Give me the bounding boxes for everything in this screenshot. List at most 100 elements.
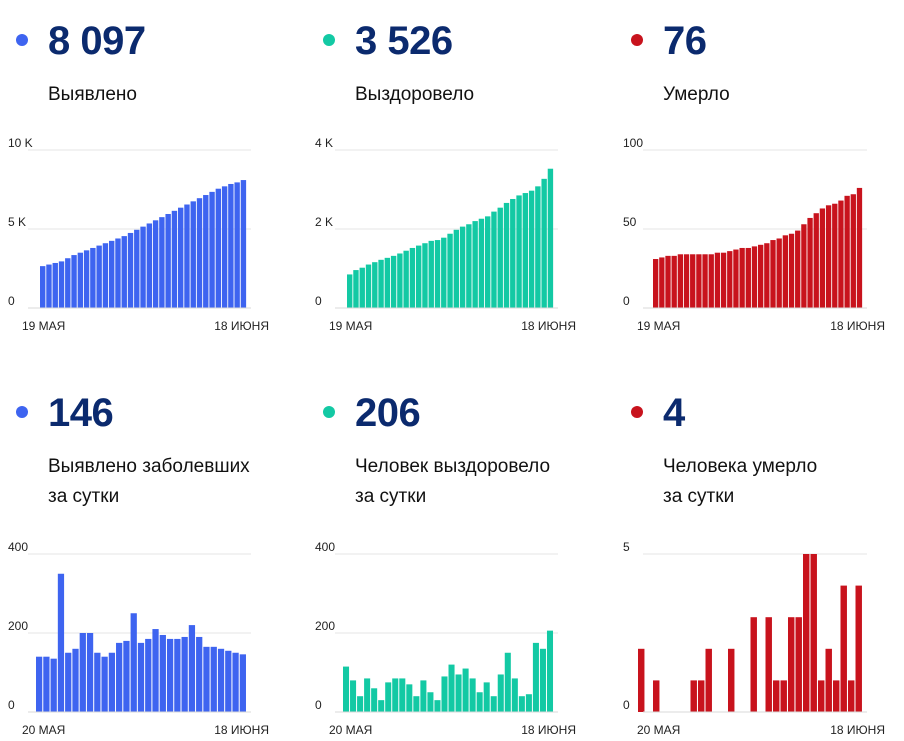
bar <box>166 638 174 712</box>
y-tick-label: 0 <box>623 294 630 308</box>
bar <box>137 642 145 713</box>
bar <box>462 668 469 712</box>
bar <box>343 666 350 712</box>
bar <box>441 237 447 308</box>
bar <box>378 700 385 712</box>
bar <box>121 236 127 308</box>
bar <box>385 682 392 713</box>
bar <box>159 634 166 712</box>
bar <box>683 254 690 308</box>
bar <box>532 642 539 713</box>
bar <box>240 180 247 308</box>
died-daily-chart: 0 5 20 МАЯ 18 ИЮНЯ <box>623 540 885 737</box>
bar <box>427 692 434 712</box>
bar <box>364 678 371 712</box>
bar <box>516 195 522 308</box>
x-start-label: 19 МАЯ <box>637 319 680 333</box>
y-tick-label: 0 <box>315 294 322 308</box>
y-tick-label: 0 <box>623 698 630 712</box>
died-daily-label: Человека умерло за сутки <box>663 456 818 507</box>
x-end-label: 18 ИЮНЯ <box>214 319 269 333</box>
bar <box>677 254 684 308</box>
bar <box>838 200 844 308</box>
bar <box>221 186 228 308</box>
bar <box>239 654 246 712</box>
bar <box>43 656 50 712</box>
bar <box>77 252 84 308</box>
recovered-total-label: Выздоровело <box>355 84 475 105</box>
died-total-label: Умерло <box>663 84 730 105</box>
bar <box>350 680 357 712</box>
bar <box>403 250 409 308</box>
bar <box>832 203 838 308</box>
y-tick-label: 10 K <box>8 136 33 150</box>
bar <box>478 218 485 308</box>
y-tick-label: 200 <box>8 619 28 633</box>
bar <box>134 229 140 308</box>
x-start-label: 20 МАЯ <box>637 723 680 737</box>
bar <box>217 648 225 712</box>
teal-dot-icon <box>323 406 335 418</box>
bar <box>101 656 108 712</box>
bar <box>181 636 188 712</box>
bar <box>453 229 460 308</box>
bar <box>392 678 399 712</box>
bar <box>773 680 780 712</box>
recovered-daily-label: Человек выздоровело за сутки <box>355 456 551 507</box>
x-end-label: 18 ИЮНЯ <box>830 319 885 333</box>
bar <box>145 638 152 712</box>
bar <box>782 235 789 308</box>
bar <box>807 217 813 308</box>
bar <box>638 648 645 712</box>
bar <box>653 680 660 712</box>
bar <box>416 245 422 308</box>
bar <box>174 638 181 712</box>
bar <box>745 247 751 308</box>
bar <box>803 554 810 712</box>
x-start-label: 19 МАЯ <box>22 319 65 333</box>
bar <box>420 680 427 712</box>
bar <box>57 573 65 712</box>
bar <box>79 633 86 712</box>
bar <box>146 223 153 308</box>
bar <box>483 682 490 713</box>
bar <box>90 247 96 308</box>
bar <box>455 674 462 712</box>
bar <box>503 202 510 308</box>
bar <box>434 700 441 712</box>
y-tick-label: 2 K <box>315 215 333 229</box>
bar <box>840 585 847 712</box>
bar <box>546 630 554 712</box>
detected-total-chart: 0 5 K 10 K 19 МАЯ 18 ИЮНЯ <box>8 136 269 333</box>
bar <box>40 266 46 308</box>
bar <box>413 696 420 712</box>
y-tick-label: 50 <box>623 215 637 229</box>
bar <box>541 178 547 308</box>
bar <box>52 262 58 308</box>
y-tick-label: 100 <box>623 136 643 150</box>
bar <box>476 692 483 712</box>
bar <box>469 678 476 712</box>
bar <box>653 259 659 308</box>
bar <box>83 250 90 308</box>
bar <box>728 648 735 712</box>
x-start-label: 20 МАЯ <box>22 723 65 737</box>
y-tick-label: 400 <box>8 540 28 554</box>
bar <box>733 249 739 308</box>
bar <box>353 270 359 308</box>
x-end-label: 18 ИЮНЯ <box>521 723 576 737</box>
bar <box>770 240 776 308</box>
bar <box>359 267 365 308</box>
bar <box>705 648 712 712</box>
bar <box>215 188 222 308</box>
bar <box>788 233 795 308</box>
bar <box>428 240 434 308</box>
bar <box>152 629 159 712</box>
bar <box>225 650 232 712</box>
y-tick-label: 0 <box>8 698 15 712</box>
bar <box>758 244 764 308</box>
bar <box>406 684 413 712</box>
bar <box>690 254 696 308</box>
bar <box>441 676 448 712</box>
bar <box>795 617 802 712</box>
